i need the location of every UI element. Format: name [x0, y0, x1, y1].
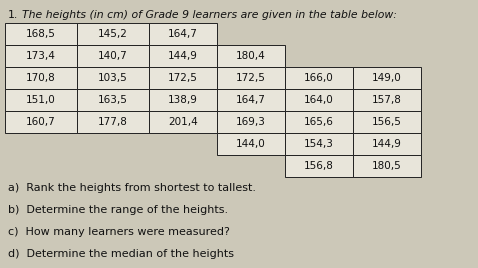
Text: 168,5: 168,5: [26, 29, 56, 39]
Text: 140,7: 140,7: [98, 51, 128, 61]
Text: a)  Rank the heights from shortest to tallest.: a) Rank the heights from shortest to tal…: [8, 183, 256, 193]
Bar: [285, 89, 353, 111]
Bar: [353, 155, 421, 177]
Text: 172,5: 172,5: [168, 73, 198, 83]
Bar: [353, 111, 421, 133]
Text: d)  Determine the median of the heights: d) Determine the median of the heights: [8, 249, 234, 259]
Text: 173,4: 173,4: [26, 51, 56, 61]
Text: 164,0: 164,0: [304, 95, 334, 105]
Text: 201,4: 201,4: [168, 117, 198, 127]
Text: 144,9: 144,9: [168, 51, 198, 61]
Text: 180,5: 180,5: [372, 161, 402, 171]
Bar: [77, 67, 149, 89]
Text: 144,9: 144,9: [372, 139, 402, 149]
Text: The heights (in cm) of Grade 9 learners are given in the table below:: The heights (in cm) of Grade 9 learners …: [22, 10, 397, 20]
Text: 172,5: 172,5: [236, 73, 266, 83]
Text: 165,6: 165,6: [304, 117, 334, 127]
Bar: [77, 23, 149, 45]
Bar: [285, 133, 353, 155]
Bar: [217, 45, 285, 67]
Text: 103,5: 103,5: [98, 73, 128, 83]
Text: 177,8: 177,8: [98, 117, 128, 127]
Bar: [5, 67, 77, 89]
Text: 1.: 1.: [8, 10, 18, 20]
Bar: [149, 23, 217, 45]
Text: 160,7: 160,7: [26, 117, 56, 127]
Bar: [285, 67, 353, 89]
Bar: [77, 45, 149, 67]
Bar: [353, 89, 421, 111]
Text: 149,0: 149,0: [372, 73, 402, 83]
Text: 138,9: 138,9: [168, 95, 198, 105]
Bar: [5, 23, 77, 45]
Text: 169,3: 169,3: [236, 117, 266, 127]
Bar: [149, 89, 217, 111]
Text: 164,7: 164,7: [236, 95, 266, 105]
Text: c)  How many learners were measured?: c) How many learners were measured?: [8, 227, 230, 237]
Bar: [217, 111, 285, 133]
Bar: [217, 89, 285, 111]
Text: 156,8: 156,8: [304, 161, 334, 171]
Bar: [217, 67, 285, 89]
Bar: [217, 133, 285, 155]
Text: 144,0: 144,0: [236, 139, 266, 149]
Bar: [5, 89, 77, 111]
Bar: [285, 111, 353, 133]
Bar: [353, 133, 421, 155]
Text: 157,8: 157,8: [372, 95, 402, 105]
Text: 151,0: 151,0: [26, 95, 56, 105]
Bar: [285, 155, 353, 177]
Text: 166,0: 166,0: [304, 73, 334, 83]
Text: 164,7: 164,7: [168, 29, 198, 39]
Text: b)  Determine the range of the heights.: b) Determine the range of the heights.: [8, 205, 228, 215]
Bar: [149, 45, 217, 67]
Bar: [149, 67, 217, 89]
Text: 154,3: 154,3: [304, 139, 334, 149]
Text: 170,8: 170,8: [26, 73, 56, 83]
Text: 163,5: 163,5: [98, 95, 128, 105]
Bar: [77, 89, 149, 111]
Bar: [5, 111, 77, 133]
Bar: [353, 67, 421, 89]
Bar: [149, 111, 217, 133]
Text: 156,5: 156,5: [372, 117, 402, 127]
Bar: [77, 111, 149, 133]
Bar: [5, 45, 77, 67]
Text: 145,2: 145,2: [98, 29, 128, 39]
Text: 180,4: 180,4: [236, 51, 266, 61]
